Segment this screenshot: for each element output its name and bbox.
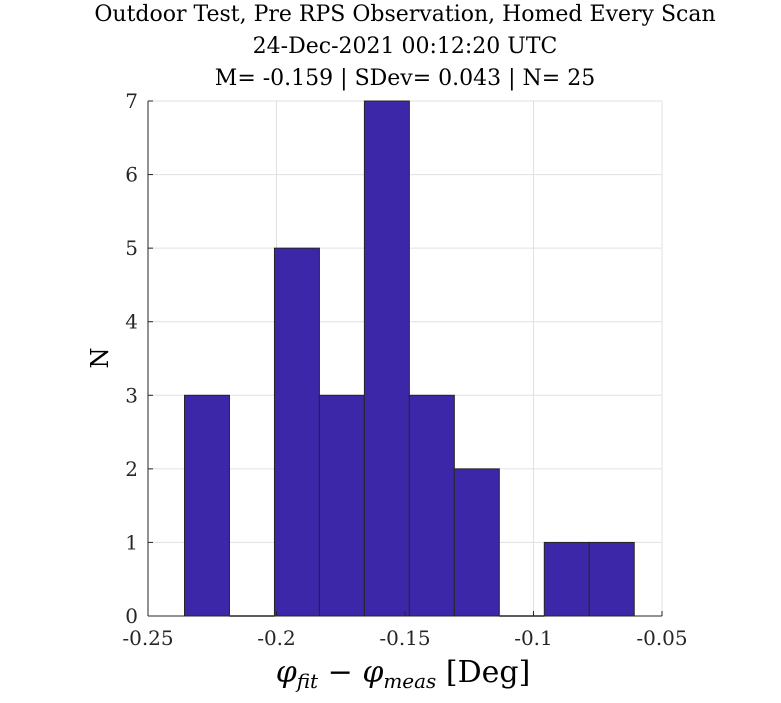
x-axis-label-meas-subscript: meas [383, 669, 437, 693]
x-tick-label: -0.05 [636, 626, 687, 650]
x-axis-label: φfit − φmeas [Deg] [248, 655, 558, 693]
y-axis-label: N [86, 348, 114, 369]
y-tick-label: 6 [125, 163, 138, 187]
histogram-bar [588, 541, 635, 617]
chart-title-line-2: 24-Dec-2021 00:12:20 UTC [252, 34, 558, 59]
histogram-bar [453, 468, 500, 617]
chart-title-line-3: M= -0.159 | SDev= 0.043 | N= 25 [214, 66, 596, 91]
x-axis-label-minus: − [318, 655, 363, 690]
x-axis-label-unit: [Deg] [436, 655, 531, 690]
x-axis-label-phi-1: φ [275, 655, 297, 690]
y-tick-label: 2 [125, 457, 138, 481]
y-tick-label: 7 [125, 89, 138, 113]
x-tick-label: -0.15 [379, 626, 430, 650]
histogram-bar [543, 541, 590, 617]
y-tick-label: 4 [125, 310, 138, 334]
histogram-bar [183, 394, 230, 617]
histogram-bar [363, 100, 410, 617]
x-axis-label-phi-2: φ [362, 655, 384, 690]
y-tick-label: 0 [125, 604, 138, 628]
histogram-bars [183, 100, 635, 617]
axes [147, 100, 663, 617]
histogram-bar [273, 247, 320, 617]
histogram-bar [318, 394, 365, 617]
histogram-bar [408, 394, 455, 617]
y-tick-label: 5 [125, 236, 138, 260]
x-tick-label: -0.1 [514, 626, 553, 650]
tick-labels: -0.25 -0.2 -0.15 -0.1 -0.05 0 1 2 3 4 5 6 7 [122, 89, 687, 650]
y-tick-label: 1 [125, 530, 138, 554]
x-axis-label-fit-subscript: fit [296, 669, 319, 693]
x-tick-label: -0.25 [122, 626, 173, 650]
y-tick-label: 3 [125, 383, 138, 407]
chart-title-line-1: Outdoor Test, Pre RPS Observation, Homed… [94, 2, 716, 27]
x-tick-label: -0.2 [257, 626, 296, 650]
